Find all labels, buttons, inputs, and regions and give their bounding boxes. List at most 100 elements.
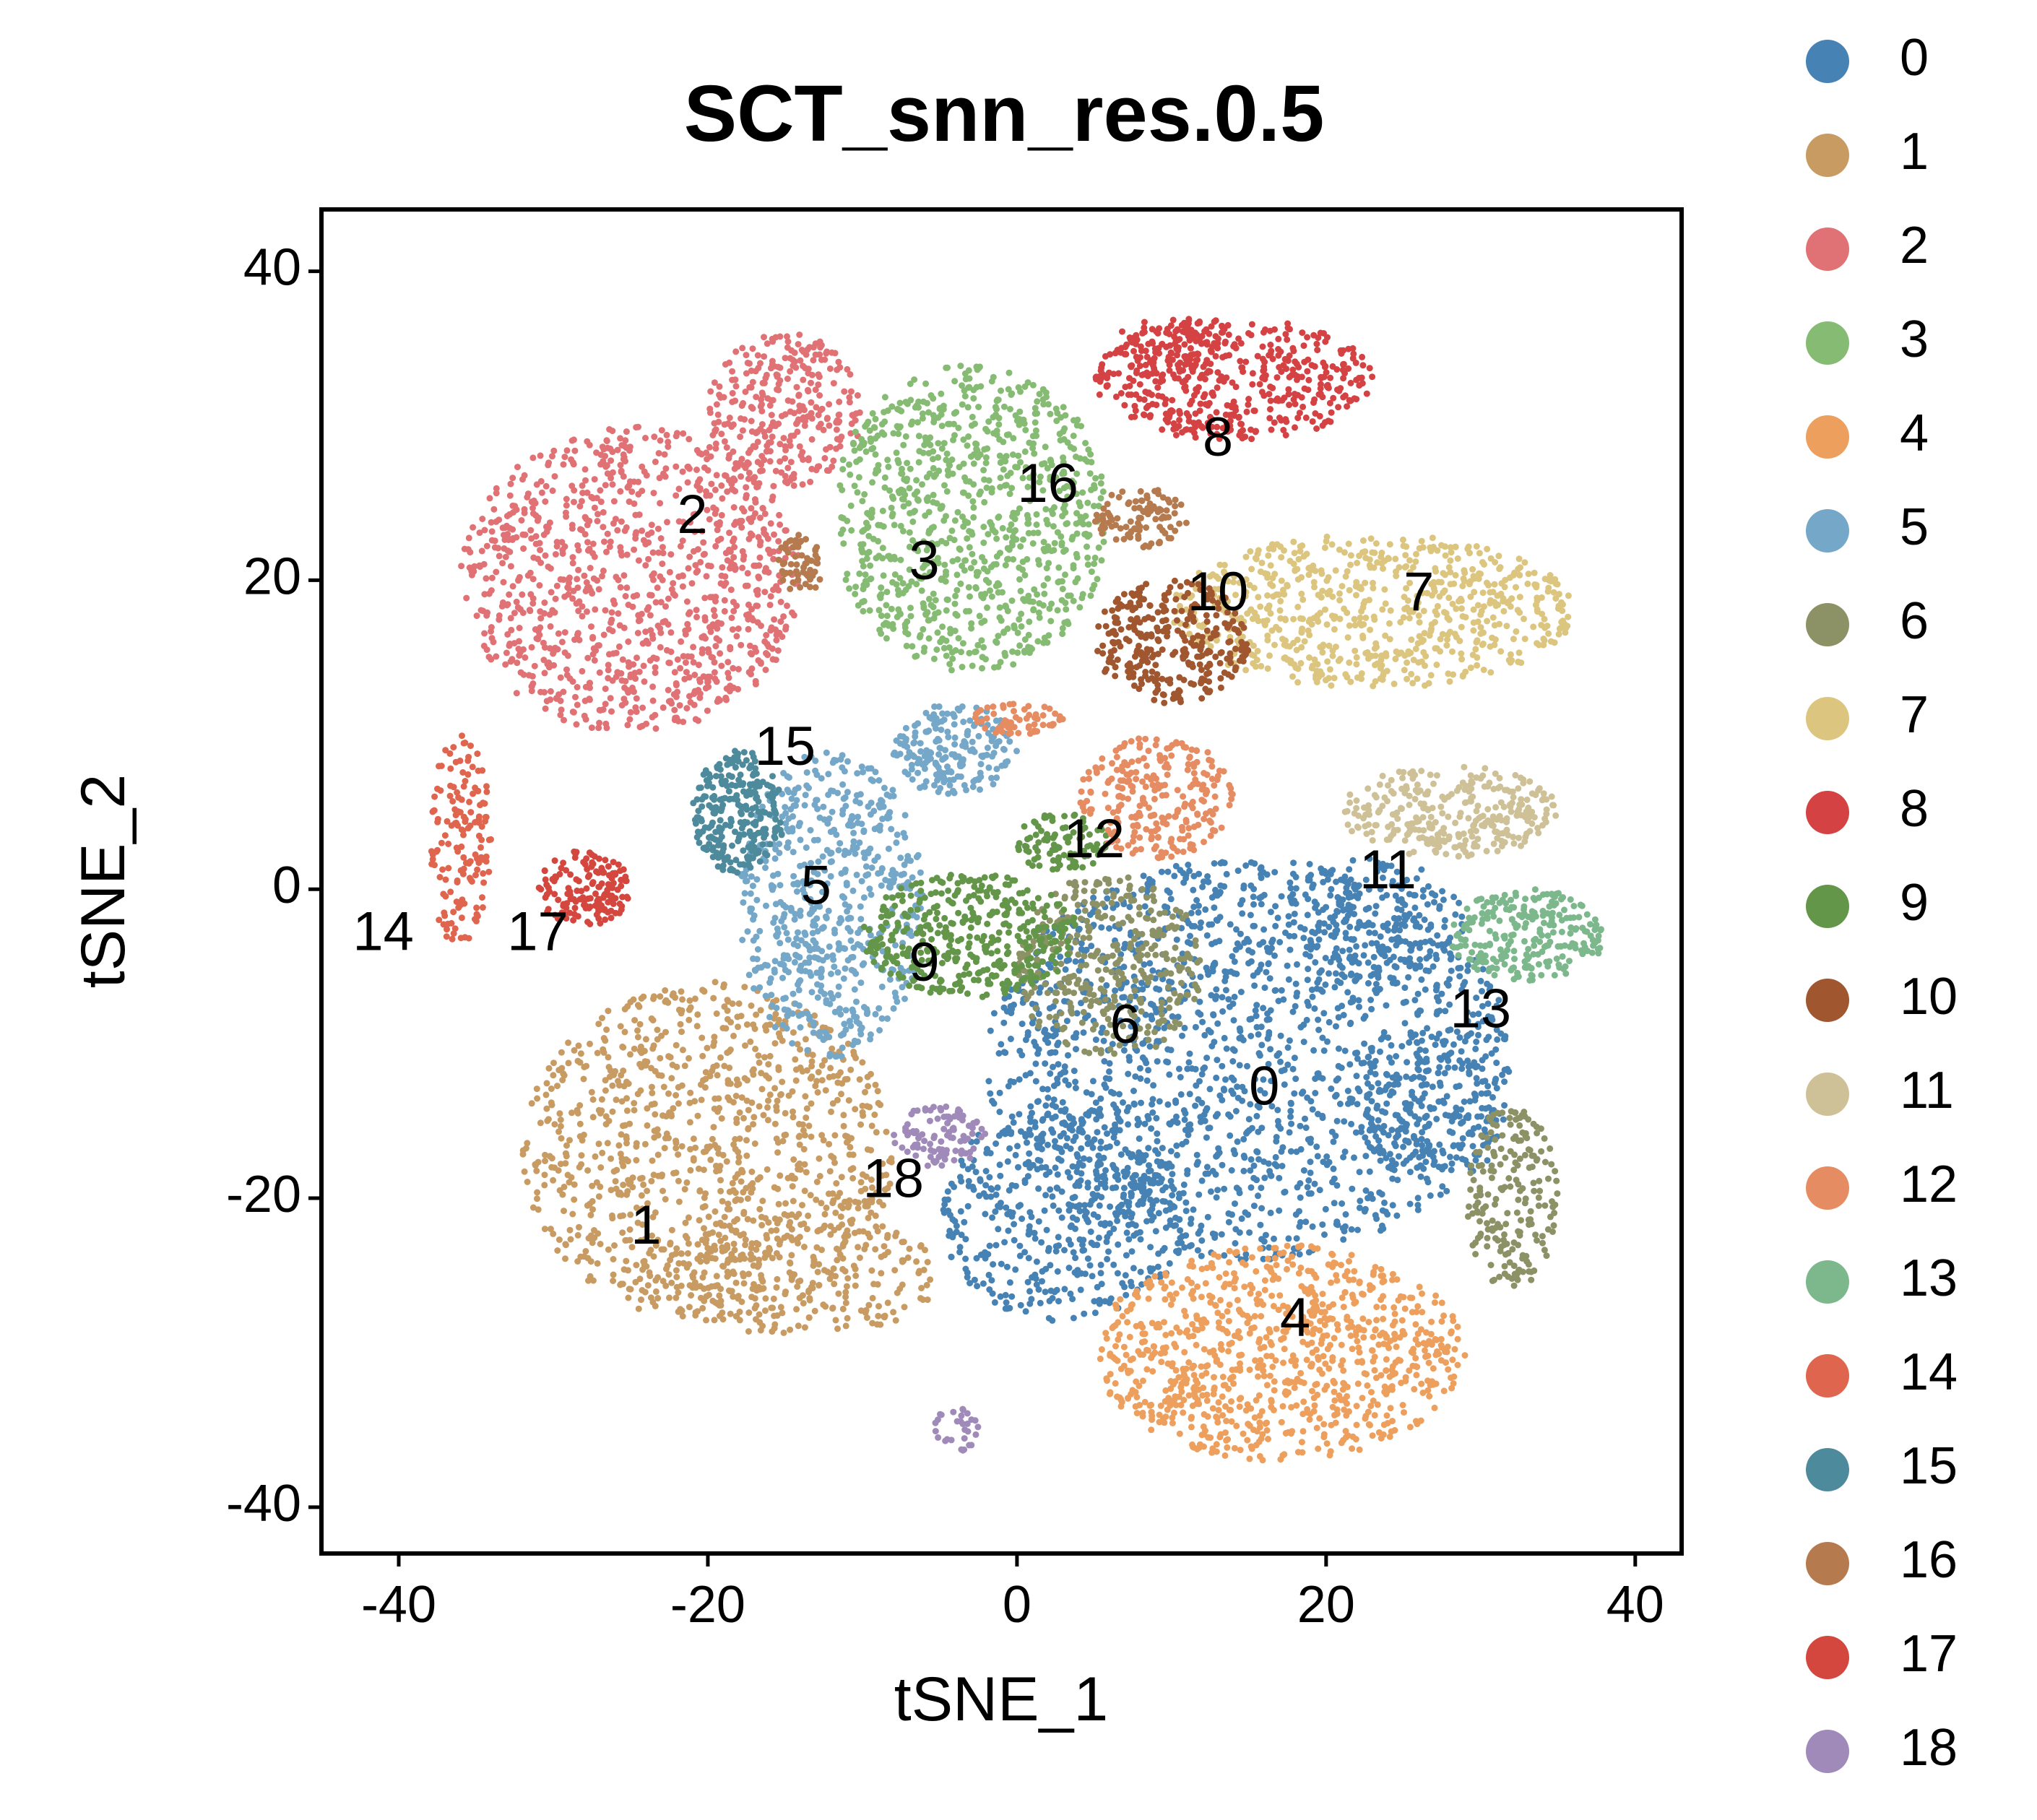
data-point <box>1440 896 1447 904</box>
data-point <box>1219 859 1226 866</box>
data-point <box>836 411 843 418</box>
data-point <box>1416 911 1423 919</box>
data-point <box>1448 1160 1456 1167</box>
data-point <box>1052 1104 1060 1110</box>
data-point <box>580 1131 587 1138</box>
data-point <box>625 1176 632 1184</box>
data-point <box>1193 897 1201 904</box>
data-point <box>840 1122 847 1130</box>
data-point <box>644 1187 651 1195</box>
data-point <box>552 595 559 602</box>
data-point <box>1220 1086 1227 1093</box>
data-point <box>1105 1248 1112 1255</box>
data-point <box>1042 1060 1049 1067</box>
data-point <box>659 544 666 551</box>
data-point <box>571 498 577 506</box>
data-point <box>758 1275 765 1283</box>
data-point <box>826 1073 833 1080</box>
data-point <box>729 390 736 396</box>
data-point <box>848 1220 855 1227</box>
data-point <box>997 1293 1004 1300</box>
data-point <box>677 1020 684 1028</box>
data-point <box>642 435 649 441</box>
data-point <box>1212 886 1219 893</box>
data-point <box>649 549 657 556</box>
data-point <box>752 443 759 451</box>
data-point <box>713 1168 720 1175</box>
data-point <box>579 603 586 610</box>
data-point <box>977 1177 984 1184</box>
data-point <box>1071 1269 1078 1276</box>
data-point <box>465 534 472 542</box>
data-point <box>1182 1232 1190 1239</box>
data-point <box>744 1216 751 1223</box>
data-point <box>711 669 718 676</box>
data-point <box>742 389 749 395</box>
data-point <box>613 1166 620 1174</box>
data-point <box>1324 1038 1331 1045</box>
data-point <box>612 516 619 523</box>
data-point <box>736 1135 743 1143</box>
data-point <box>1229 953 1236 960</box>
data-point <box>1201 1031 1208 1039</box>
data-point <box>1128 1248 1136 1255</box>
data-point <box>1464 1057 1471 1065</box>
data-point <box>657 599 665 606</box>
data-point <box>623 428 630 436</box>
data-point <box>756 1174 764 1181</box>
data-point <box>831 1280 838 1288</box>
data-point <box>884 1231 891 1239</box>
data-point <box>801 1324 808 1331</box>
data-point <box>543 1080 550 1087</box>
data-point <box>1236 1025 1243 1032</box>
data-point <box>1428 1034 1435 1041</box>
data-point <box>1356 1003 1362 1010</box>
data-point <box>488 528 496 535</box>
data-point <box>1136 1228 1143 1236</box>
data-point <box>849 1174 857 1182</box>
data-point <box>1149 878 1156 885</box>
data-point <box>1304 1094 1311 1101</box>
data-point <box>618 1072 625 1079</box>
data-point <box>1311 898 1318 906</box>
data-point <box>564 652 571 659</box>
data-point <box>1453 1104 1460 1112</box>
data-point <box>621 1028 628 1036</box>
data-point <box>836 1190 844 1197</box>
data-point <box>1110 1164 1117 1171</box>
data-point <box>598 1096 605 1103</box>
data-point <box>862 1242 870 1249</box>
data-point <box>1199 1018 1206 1026</box>
data-point <box>1258 1205 1266 1212</box>
data-point <box>1011 1221 1018 1228</box>
data-point <box>1092 1036 1099 1044</box>
data-point <box>686 436 693 443</box>
data-point <box>774 1149 782 1156</box>
data-point <box>761 1023 769 1030</box>
data-point <box>844 1314 851 1322</box>
data-point <box>883 1128 890 1135</box>
data-point <box>1242 862 1250 869</box>
data-point <box>725 659 732 666</box>
data-point <box>1043 1226 1050 1234</box>
data-point <box>1065 1236 1073 1244</box>
data-point <box>827 1065 834 1072</box>
data-point <box>1103 982 1110 989</box>
data-point <box>879 1223 886 1230</box>
data-point <box>721 1213 728 1221</box>
data-point <box>488 628 494 635</box>
data-point <box>572 693 579 701</box>
data-point <box>578 1152 585 1159</box>
data-point <box>1313 1143 1320 1150</box>
data-point <box>896 1286 904 1292</box>
data-point <box>1098 924 1105 931</box>
data-point <box>1486 986 1493 993</box>
data-point <box>1300 935 1307 942</box>
data-point <box>699 649 706 656</box>
data-point <box>609 1215 616 1222</box>
data-point <box>1039 1268 1046 1275</box>
data-point <box>808 371 816 378</box>
data-point <box>1260 1238 1268 1245</box>
data-point <box>774 1275 781 1283</box>
data-point <box>1089 1273 1096 1280</box>
